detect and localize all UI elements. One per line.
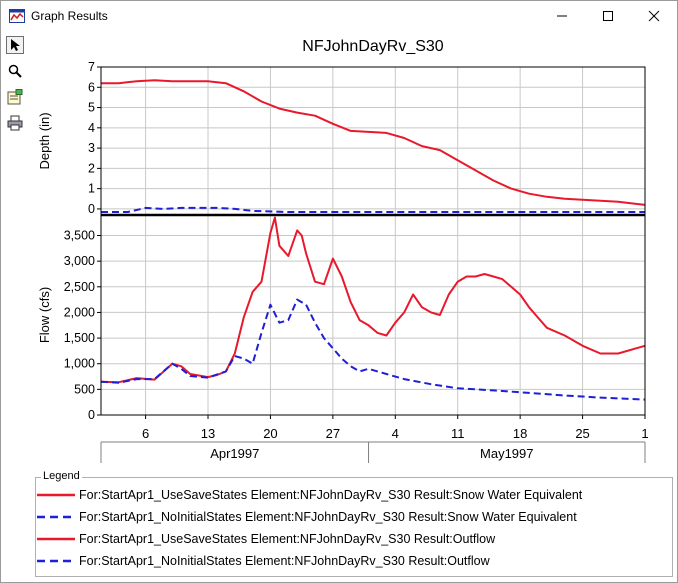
y-tick-label: 1 (88, 182, 95, 196)
y-tick-label: 4 (88, 121, 95, 135)
x-tick-label: 4 (392, 426, 399, 441)
app-icon (9, 9, 25, 23)
legend-item-swe-noinitialstates: For:StartApr1_NoInitialStates Element:NF… (37, 507, 577, 527)
maximize-button[interactable] (585, 1, 631, 31)
legend-label: For:StartApr1_UseSaveStates Element:NFJo… (79, 488, 583, 502)
y-tick-label: 3 (88, 141, 95, 155)
y-tick-label: 500 (74, 382, 95, 396)
window-title: Graph Results (31, 9, 108, 23)
print-icon (7, 115, 23, 131)
x-tick-label: 20 (263, 426, 277, 441)
zoom-tool-button[interactable] (6, 62, 24, 80)
chart-title: NFJohnDayRv_S30 (302, 38, 444, 55)
legend-swatch (37, 559, 75, 563)
series-line-dashed (100, 298, 646, 401)
series-line-solid (101, 79, 646, 206)
graph-toolbar (1, 32, 31, 152)
legend-swatch (37, 537, 75, 541)
zoom-icon (8, 64, 22, 78)
pointer-tool-button[interactable] (6, 36, 24, 54)
print-tool-button[interactable] (6, 114, 24, 132)
x-tick-label: 1 (641, 426, 648, 441)
y-tick-label: 6 (88, 80, 95, 94)
minimize-button[interactable] (539, 1, 585, 31)
minimize-icon (557, 15, 567, 17)
y-tick-label: 7 (88, 60, 95, 74)
y-tick-label: 0 (88, 202, 95, 216)
legend-box (35, 477, 673, 577)
x-tick-label: 27 (326, 426, 340, 441)
legend-item-outflow-noinitialstates: For:StartApr1_NoInitialStates Element:NF… (37, 551, 490, 571)
x-tick-label: 11 (451, 426, 465, 441)
legend-swatch (37, 515, 75, 519)
month-label: May1997 (480, 446, 533, 461)
legend-item-swe-usesavestates: For:StartApr1_UseSaveStates Element:NFJo… (37, 485, 582, 505)
series-line-solid (100, 216, 646, 384)
plot-frame (100, 66, 646, 216)
properties-tool-button[interactable] (6, 88, 24, 106)
month-label: Apr1997 (210, 446, 259, 461)
legend-swatch (37, 493, 75, 497)
maximize-icon (603, 11, 613, 21)
y-tick-label: 3,500 (64, 229, 95, 243)
y-tick-label: 5 (88, 101, 95, 115)
y-tick-label: 2,500 (64, 280, 95, 294)
x-tick-label: 6 (142, 426, 149, 441)
close-button[interactable] (631, 1, 677, 31)
x-tick-label: 13 (201, 426, 215, 441)
legend-label: For:StartApr1_NoInitialStates Element:NF… (79, 554, 490, 568)
y-tick-label: 2 (88, 161, 95, 175)
series-line-dashed (101, 206, 645, 213)
y-axis-label: Depth (in) (37, 112, 52, 169)
pointer-icon (11, 39, 20, 51)
properties-icon (7, 89, 23, 105)
y-tick-label: 2,000 (64, 305, 95, 319)
y-tick-label: 1,500 (64, 331, 95, 345)
y-tick-label: 0 (88, 408, 95, 422)
legend-label: For:StartApr1_NoInitialStates Element:NF… (79, 510, 577, 524)
title-bar[interactable]: Graph Results (1, 1, 677, 31)
close-icon (648, 10, 660, 22)
x-tick-label: 25 (575, 426, 589, 441)
plot-frame (100, 214, 646, 416)
x-tick-label: 18 (513, 426, 527, 441)
hydrograph-chart: 0 1 2 3 4 5 6 7 Depth (in) 0 500 1,000 1,500 2,000 2,5… (37, 60, 649, 463)
y-tick-label: 3,000 (64, 254, 95, 268)
legend-title: Legend (41, 470, 82, 482)
y-axis-label: Flow (cfs) (37, 287, 52, 343)
legend-item-outflow-usesavestates: For:StartApr1_UseSaveStates Element:NFJo… (37, 529, 495, 549)
y-tick-label: 1,000 (64, 357, 95, 371)
legend-label: For:StartApr1_UseSaveStates Element:NFJo… (79, 532, 496, 546)
